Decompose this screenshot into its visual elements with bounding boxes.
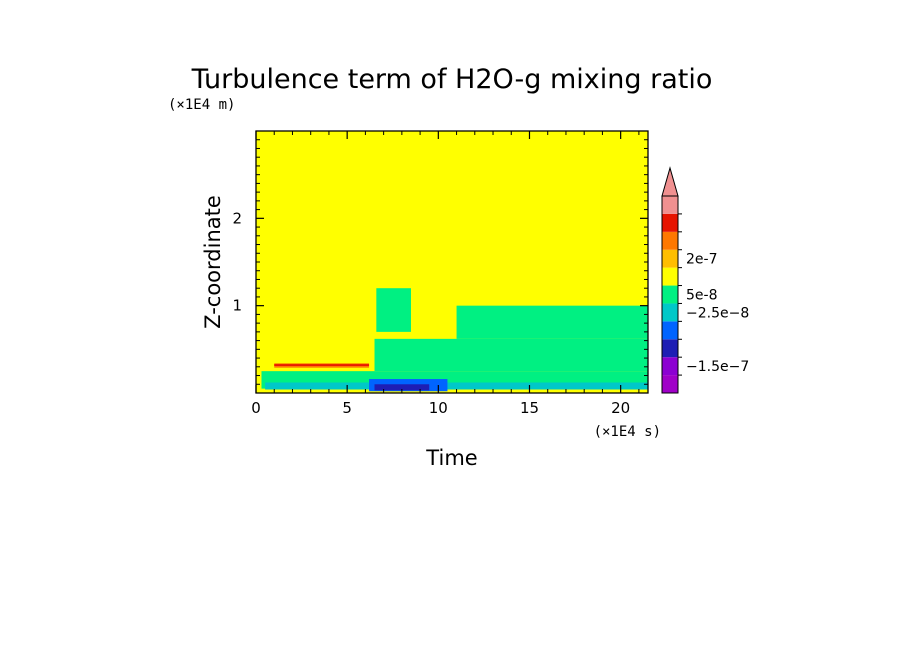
x-axis-label: Time	[425, 446, 477, 470]
colorbar-segment	[662, 303, 678, 322]
y-tick-label: 2	[232, 209, 242, 227]
y-tick-label: 1	[232, 297, 242, 315]
x-axis-unit: (×1E4 s)	[594, 424, 661, 440]
x-axis: 0 5 10 15 20	[251, 131, 640, 417]
colorbar-segment	[662, 357, 678, 376]
colorbar-label: 2e-7	[686, 252, 717, 268]
y-axis: 12	[232, 130, 648, 394]
colorbar-segment	[662, 213, 678, 232]
contour-regions	[261, 288, 648, 392]
contour-region-8	[374, 384, 430, 391]
chart-title: Turbulence term of H2O-g mixing ratio	[191, 64, 713, 95]
y-axis-unit: (×1E4 m)	[168, 97, 235, 113]
x-tick-label: 20	[611, 399, 630, 417]
colorbar-frame	[661, 195, 679, 394]
colorbar-label: 5e-8	[686, 288, 717, 304]
colorbar-segment	[662, 339, 678, 358]
colorbar-segment	[662, 196, 678, 214]
colorbar-segment	[662, 249, 678, 268]
x-tick-label: 0	[251, 399, 261, 417]
colorbar-label: −2.5e−8	[686, 305, 749, 321]
colorbar-segment	[662, 285, 678, 304]
x-tick-label: 15	[520, 399, 539, 417]
y-axis-label: Z-coordinate	[201, 195, 225, 329]
colorbar-label: −1.5e−7	[686, 359, 749, 375]
contour-region-5	[274, 364, 370, 366]
colorbar-extend-arrow	[661, 166, 679, 197]
colorbar-segment	[662, 267, 678, 286]
contour-region-3	[376, 288, 411, 332]
colorbar-segment	[662, 375, 678, 393]
colorbar-segment	[662, 321, 678, 340]
contour-region-2	[456, 305, 648, 339]
colorbar-segment	[662, 231, 678, 250]
plot-area: 0 5 10 15 20 12	[232, 130, 649, 417]
contour-region-6	[265, 382, 648, 390]
contour-region-1	[374, 338, 648, 372]
x-tick-label: 10	[429, 399, 448, 417]
colorbar: 2e-7 5e-8−2.5e−8 −1.5e−7	[661, 166, 749, 394]
x-tick-label: 5	[342, 399, 352, 417]
